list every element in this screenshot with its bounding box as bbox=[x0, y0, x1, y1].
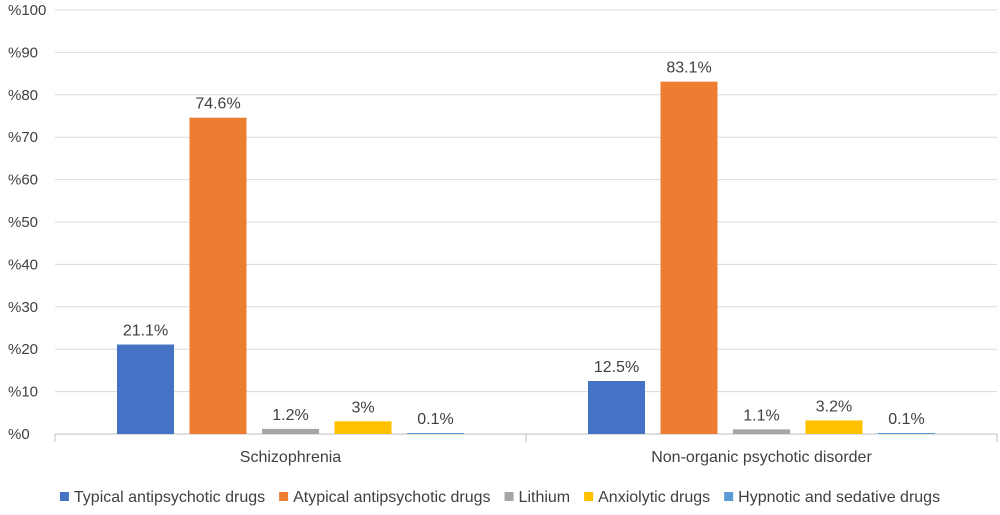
legend-label: Hypnotic and sedative drugs bbox=[738, 489, 940, 506]
data-label: 3.2% bbox=[816, 398, 852, 415]
y-axis-ticks: %0 %10 %20 %30 %40 %50 %60 %70 %80 %90 %100 bbox=[8, 2, 46, 443]
bar-typical-antipsychotic-drugs-0 bbox=[117, 344, 174, 434]
legend-label: Atypical antipsychotic drugs bbox=[293, 489, 490, 506]
y-tick-label: %40 bbox=[8, 256, 38, 273]
data-label: 12.5% bbox=[594, 359, 639, 376]
legend-swatch bbox=[504, 492, 514, 501]
legend-swatch bbox=[279, 492, 289, 501]
y-tick-label: %100 bbox=[8, 2, 46, 19]
data-label: 83.1% bbox=[666, 60, 711, 77]
bar-anxiolytic-drugs-0 bbox=[334, 421, 392, 434]
legend-label: Typical antipsychotic drugs bbox=[74, 489, 265, 506]
y-tick-label: %0 bbox=[8, 426, 30, 443]
data-label: 1.2% bbox=[272, 407, 308, 424]
legend-label: Anxiolytic drugs bbox=[598, 489, 710, 506]
y-tick-label: %50 bbox=[8, 214, 38, 231]
data-label: 0.1% bbox=[888, 411, 924, 428]
legend-item: Atypical antipsychotic drugs bbox=[279, 489, 491, 506]
legend: Typical antipsychotic drugs Atypical anti… bbox=[59, 489, 940, 506]
bar-lithium-1 bbox=[733, 429, 790, 434]
y-tick-label: %70 bbox=[8, 129, 38, 146]
bar-atypical-antipsychotic-drugs-1 bbox=[660, 81, 718, 434]
data-label: 1.1% bbox=[743, 407, 779, 424]
bar-anxiolytic-drugs-1 bbox=[805, 420, 863, 434]
bar-hypnotic-and-sedative-drugs-1 bbox=[878, 433, 935, 434]
x-category-label: Non-organic psychotic disorder bbox=[651, 449, 872, 466]
y-tick-label: %20 bbox=[8, 341, 38, 358]
bars bbox=[117, 81, 935, 435]
y-tick-label: %90 bbox=[8, 44, 38, 61]
y-tick-label: %30 bbox=[8, 299, 38, 316]
data-labels: 21.1% 74.6% 1.2% 3% 0.1% 12.5% 83.1% 1.1% 3.2% 0.… bbox=[123, 60, 925, 428]
bar-lithium-0 bbox=[262, 428, 319, 434]
data-label: 0.1% bbox=[417, 411, 453, 428]
data-label: 3% bbox=[351, 399, 374, 416]
legend-swatch bbox=[584, 492, 594, 501]
x-category-label: Schizophrenia bbox=[240, 449, 342, 466]
data-label: 74.6% bbox=[195, 96, 240, 113]
data-label: 21.1% bbox=[123, 323, 168, 340]
bar-atypical-antipsychotic-drugs-0 bbox=[189, 117, 247, 435]
legend-label: Lithium bbox=[519, 489, 571, 506]
legend-item: Lithium bbox=[504, 489, 571, 506]
legend-swatch bbox=[724, 492, 734, 501]
legend-swatch bbox=[59, 492, 69, 501]
bar-typical-antipsychotic-drugs-1 bbox=[588, 381, 645, 434]
bar-hypnotic-and-sedative-drugs-0 bbox=[407, 433, 464, 434]
legend-item: Hypnotic and sedative drugs bbox=[724, 489, 940, 506]
x-axis-categories: Schizophrenia Non-organic psychotic disor… bbox=[240, 449, 873, 466]
y-tick-label: %80 bbox=[8, 87, 38, 104]
legend-item: Typical antipsychotic drugs bbox=[59, 489, 265, 506]
y-tick-label: %60 bbox=[8, 172, 38, 189]
legend-item: Anxiolytic drugs bbox=[584, 489, 710, 506]
y-tick-label: %10 bbox=[8, 384, 38, 401]
